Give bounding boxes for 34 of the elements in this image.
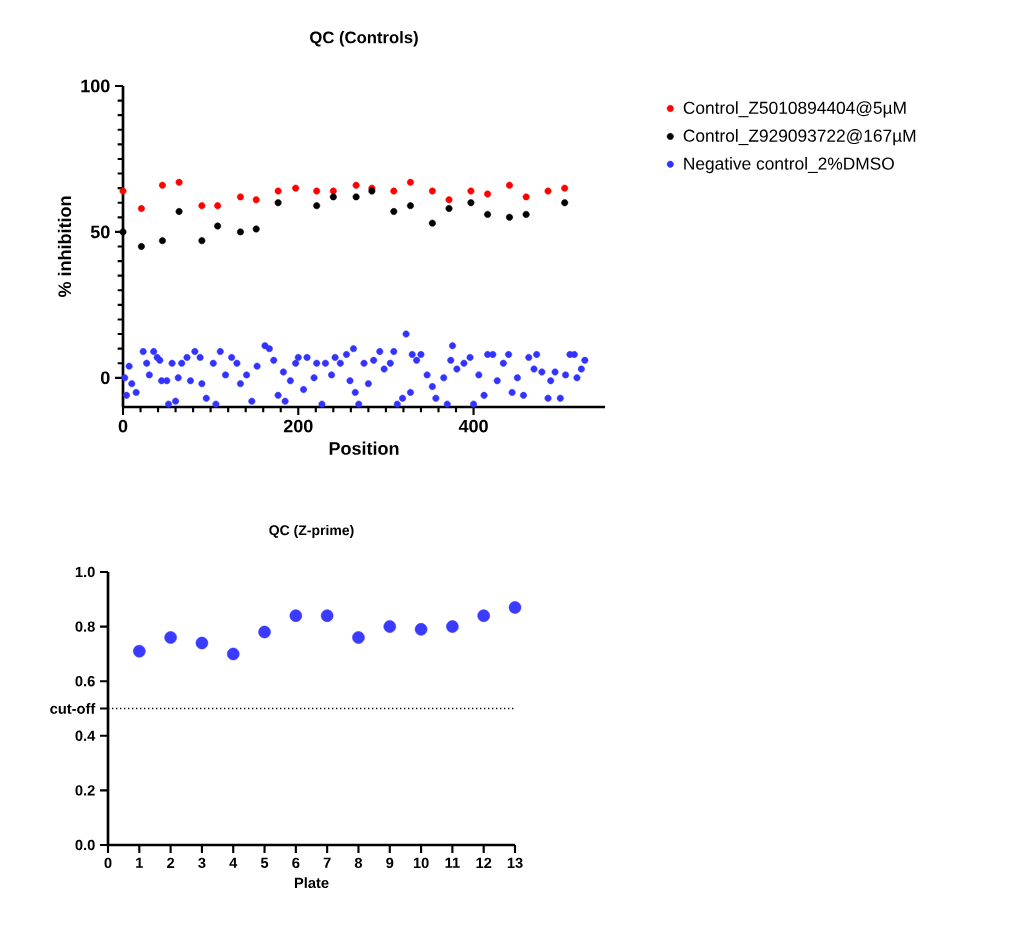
chart-title: QC (Z-prime) [269, 524, 354, 538]
legend-label: Negative control_2%DMSO [684, 157, 894, 174]
y-tick-label: 0.0 [75, 839, 95, 851]
x-tick-label: 9 [386, 857, 394, 869]
y-tick-label: 0.6 [75, 676, 95, 687]
y-tick-label: 50 [90, 225, 110, 239]
y-axis-title: % inhibition [57, 196, 72, 298]
x-tick-label: 12 [476, 857, 492, 868]
x-tick-label: 11 [445, 857, 460, 868]
legend-label: Control_Z929093722@167µM [683, 129, 916, 146]
x-tick-label: 7 [323, 857, 331, 868]
y-tick-label: 0.2 [75, 785, 95, 796]
x-axis-title: Position [329, 441, 399, 455]
y-tick-label: 1.0 [75, 566, 95, 578]
x-tick-label: 3 [198, 857, 206, 869]
legend-label: Control_Z5010894404@5µM [683, 101, 906, 118]
x-tick-label: 400 [458, 419, 488, 433]
x-tick-label: 0 [118, 419, 128, 433]
y-tick-label: 100 [81, 79, 110, 93]
x-tick-label: 200 [283, 419, 313, 433]
x-tick-label: 5 [260, 857, 269, 868]
x-tick-label: 1 [136, 857, 143, 868]
x-tick-label: 6 [292, 857, 300, 869]
x-axis-title: Plate [294, 877, 329, 889]
x-tick-label: 10 [413, 857, 429, 869]
x-tick-label: 4 [229, 857, 238, 868]
y-tick-label: 0.4 [75, 730, 96, 741]
y-tick-label: 0.8 [75, 621, 95, 632]
y-tick-label: cut-off [50, 703, 96, 714]
chart-title: QC (Controls) [310, 31, 418, 47]
x-tick-label: 13 [507, 857, 523, 869]
y-tick-label: 0 [100, 371, 110, 385]
x-tick-label: 8 [354, 857, 363, 869]
x-tick-label: 2 [167, 857, 175, 868]
